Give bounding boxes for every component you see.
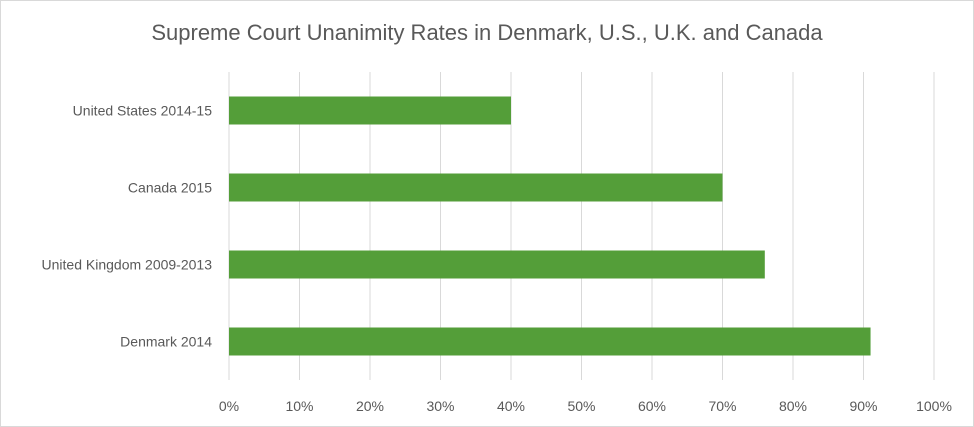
bar	[229, 327, 871, 356]
x-tick-label: 20%	[356, 398, 384, 414]
x-tick-label: 40%	[497, 398, 525, 414]
bar	[229, 250, 765, 279]
category-label: United States 2014-15	[73, 103, 213, 119]
x-tick-label: 50%	[567, 398, 595, 414]
category-labels: United States 2014-15 Canada 2015 United K…	[42, 103, 213, 350]
x-tick-label: 60%	[638, 398, 666, 414]
x-tick-label: 100%	[916, 398, 952, 414]
category-label: Denmark 2014	[120, 334, 212, 350]
x-tick-label: 30%	[426, 398, 454, 414]
x-tick-label: 80%	[779, 398, 807, 414]
bar	[229, 173, 723, 202]
x-tick-label: 90%	[849, 398, 877, 414]
x-axis-ticks: 0% 10% 20% 30% 40% 50% 60% 70% 80% 90% 100%	[219, 398, 952, 414]
bar	[229, 96, 511, 125]
category-label: United Kingdom 2009-2013	[42, 257, 213, 273]
bars	[229, 96, 871, 356]
x-tick-label: 70%	[708, 398, 736, 414]
category-label: Canada 2015	[128, 180, 212, 196]
x-tick-label: 10%	[285, 398, 313, 414]
x-tick-label: 0%	[219, 398, 239, 414]
chart-title: Supreme Court Unanimity Rates in Denmark…	[151, 20, 823, 45]
